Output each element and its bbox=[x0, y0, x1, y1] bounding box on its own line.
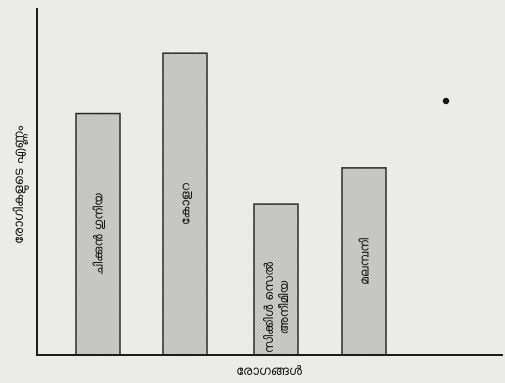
bar-label-line: സിക്കിൾ സെൽ bbox=[261, 261, 276, 353]
bar-label-line: മലമ്പനി bbox=[357, 238, 372, 285]
bar-label-line: അനീമിയ bbox=[276, 279, 291, 334]
bar-1 bbox=[75, 112, 121, 356]
x-axis-label: രോഗങ്ങൾ bbox=[236, 364, 303, 379]
bar-label-2: കോളറ bbox=[178, 182, 193, 225]
bar-label-4: മലമ്പനി bbox=[357, 238, 372, 285]
bar-label-3: സിക്കിൾ സെൽഅനീമിയ bbox=[261, 261, 291, 353]
bar-2 bbox=[162, 52, 208, 356]
bar-label-1: ചിക്കുൻ ഗുനിയ bbox=[91, 192, 106, 275]
bars-group: ചിക്കുൻ ഗുനിയ കോളറ സിക്കിൾ സെൽഅനീമിയ മലമ്പന… bbox=[75, 52, 387, 356]
bar-4 bbox=[341, 167, 387, 356]
y-axis-label: രോഗികളുടെ എണ്ണം bbox=[12, 125, 29, 244]
bar-label-line: ചിക്കുൻ ഗുനിയ bbox=[91, 192, 106, 275]
bar-3 bbox=[253, 203, 299, 356]
ink-speck bbox=[442, 97, 450, 105]
bar-label-line: കോളറ bbox=[178, 182, 193, 225]
